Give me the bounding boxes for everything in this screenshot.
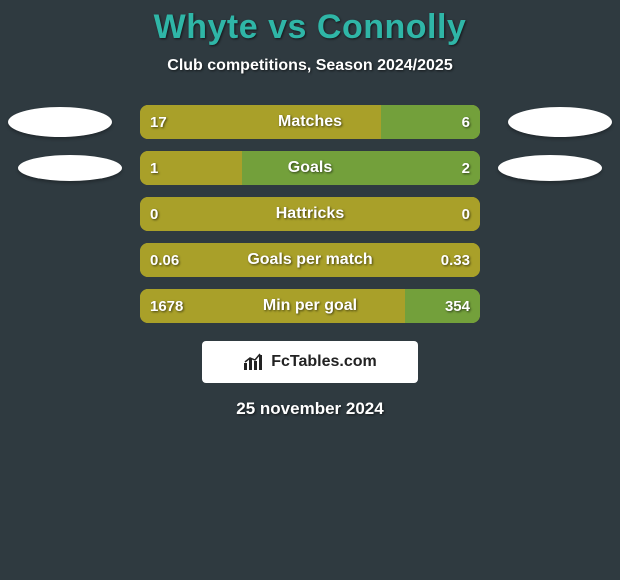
bar-chart-icon [243, 353, 265, 371]
stat-value-left: 0 [150, 197, 158, 231]
comparison-infographic: Whyte vs Connolly Club competitions, Sea… [0, 0, 620, 580]
bar-left [140, 197, 480, 231]
stat-value-left: 1678 [150, 289, 183, 323]
avatar-placeholder [498, 155, 602, 181]
badge-text: FcTables.com [271, 353, 377, 371]
avatar-placeholder [18, 155, 122, 181]
page-title: Whyte vs Connolly [0, 0, 620, 47]
stat-value-right: 354 [445, 289, 470, 323]
stat-value-right: 6 [462, 105, 470, 139]
stat-value-left: 17 [150, 105, 167, 139]
stat-value-right: 0 [462, 197, 470, 231]
bar-track [140, 105, 480, 139]
title-player2: Connolly [317, 8, 466, 46]
bar-track [140, 197, 480, 231]
stat-row: Goals per match0.060.33 [0, 243, 620, 277]
stat-row: Hattricks00 [0, 197, 620, 231]
stat-value-right: 2 [462, 151, 470, 185]
stat-row: Min per goal1678354 [0, 289, 620, 323]
bar-track [140, 243, 480, 277]
subtitle: Club competitions, Season 2024/2025 [0, 57, 620, 75]
bar-track [140, 151, 480, 185]
stats-region: Matches176Goals12Hattricks00Goals per ma… [0, 105, 620, 323]
bar-track [140, 289, 480, 323]
avatar-placeholder [8, 107, 112, 137]
stat-value-left: 1 [150, 151, 158, 185]
title-vs: vs [268, 8, 307, 46]
bar-left [140, 105, 381, 139]
title-player1: Whyte [154, 8, 259, 46]
bar-left [140, 243, 480, 277]
stat-value-left: 0.06 [150, 243, 179, 277]
avatar-placeholder [508, 107, 612, 137]
date-text: 25 november 2024 [0, 399, 620, 419]
source-badge[interactable]: FcTables.com [202, 341, 418, 383]
bar-right [242, 151, 480, 185]
stat-value-right: 0.33 [441, 243, 470, 277]
